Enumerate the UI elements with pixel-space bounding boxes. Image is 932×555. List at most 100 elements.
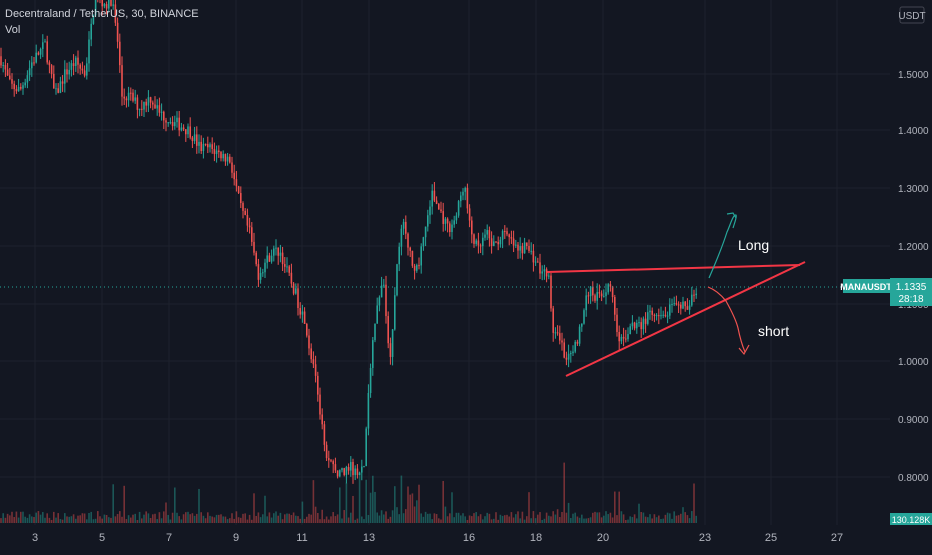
volume-bar — [0, 518, 2, 523]
symbol-title[interactable]: Decentraland / TetherUS, 30, BINANCE — [5, 8, 199, 20]
volume-bar — [578, 517, 581, 523]
volume-bar — [512, 517, 515, 523]
candle-body — [70, 63, 73, 70]
candle-body — [108, 0, 110, 9]
symbol-tag: MANAUSDT — [840, 282, 892, 292]
volume-bar — [83, 513, 86, 523]
candle-body — [22, 85, 24, 89]
candle-body — [407, 233, 409, 248]
candle-body — [576, 341, 579, 344]
price-tick-label: 1.5000 — [898, 70, 929, 81]
volume-tag-bg — [890, 513, 932, 525]
candle-body — [506, 231, 508, 235]
candle-body — [358, 472, 361, 475]
candle-body — [81, 68, 84, 71]
candle-body — [257, 264, 260, 280]
candle-body — [550, 275, 552, 309]
long-arrow[interactable] — [708, 214, 737, 279]
candle-body — [83, 70, 86, 76]
candle-body — [578, 326, 581, 344]
candle-body — [627, 334, 629, 340]
support-trendline[interactable] — [565, 261, 806, 377]
volume-bar — [248, 514, 251, 523]
candle-body — [297, 288, 299, 309]
volume-bar — [15, 511, 18, 523]
volume-bar — [94, 518, 97, 523]
candle-body — [416, 265, 418, 271]
candle-body — [666, 315, 669, 317]
grid — [0, 0, 890, 525]
volume-bar — [508, 516, 510, 523]
candle-body — [59, 81, 62, 93]
candle-body — [53, 73, 55, 89]
resistance-trendline[interactable] — [546, 264, 801, 273]
volume-bar — [220, 514, 222, 523]
candle-body — [413, 265, 416, 271]
volume-bar — [240, 517, 242, 523]
volume-bar — [279, 512, 282, 523]
volume-bar — [143, 514, 145, 523]
candle-body — [61, 81, 64, 84]
candle-body — [695, 293, 697, 296]
volume-bar — [532, 511, 535, 523]
volume-bar — [332, 512, 334, 523]
volume-bar — [561, 511, 563, 523]
volume-bar — [559, 517, 561, 523]
volume-bar — [471, 516, 473, 523]
candle-body — [622, 336, 625, 339]
volume-bar — [266, 516, 268, 523]
short-arrow[interactable] — [707, 286, 746, 353]
volume-bar — [189, 514, 191, 523]
volume-bar — [466, 519, 469, 523]
volume-bar — [660, 519, 662, 523]
volume-bar — [603, 515, 605, 523]
time-axis[interactable] — [0, 525, 890, 550]
volume-bar — [684, 512, 686, 523]
volume-bar — [231, 513, 233, 523]
volume-indicator-label[interactable]: Vol — [5, 24, 21, 36]
candle-body — [387, 316, 389, 344]
volume-bar — [64, 513, 66, 523]
volume-bar — [389, 516, 392, 523]
candle-body — [24, 82, 26, 86]
candle-body — [215, 150, 218, 155]
volume-bar — [504, 515, 506, 523]
candle-body — [2, 65, 4, 67]
volume-bar — [407, 486, 409, 523]
volume-bar — [405, 509, 407, 523]
volume-bar — [235, 511, 238, 523]
price-axis[interactable] — [890, 0, 932, 550]
candle-body — [475, 240, 477, 244]
candle-body — [567, 353, 570, 360]
volume-bar — [224, 516, 227, 523]
volume-bar — [420, 513, 422, 523]
price-tick-label: 1.0000 — [898, 357, 929, 368]
volume-bar — [191, 513, 194, 523]
currency-badge[interactable] — [899, 6, 925, 24]
long-arrow-head — [726, 212, 737, 219]
volume-bar — [482, 519, 484, 523]
volume-bar — [50, 519, 53, 523]
short-label: short — [758, 323, 789, 339]
volume-bar — [336, 514, 339, 523]
volume-bar — [325, 516, 328, 523]
volume-bar — [138, 511, 141, 523]
volume-bar — [576, 516, 579, 523]
candle-body — [354, 468, 356, 476]
volume-bar — [440, 519, 442, 523]
candle-body — [603, 296, 605, 298]
candle-body — [486, 230, 488, 235]
candle-body — [361, 466, 363, 473]
volume-bar — [253, 493, 255, 523]
candle-body — [693, 294, 695, 296]
candle-body — [554, 332, 557, 334]
time-tick-label: 18 — [530, 532, 542, 544]
volume-bar — [539, 512, 541, 523]
candle-body — [125, 98, 128, 101]
volume-bar — [9, 515, 11, 523]
volume-bar — [587, 518, 590, 523]
volume-bar — [627, 519, 629, 523]
volume-bar — [158, 512, 161, 523]
